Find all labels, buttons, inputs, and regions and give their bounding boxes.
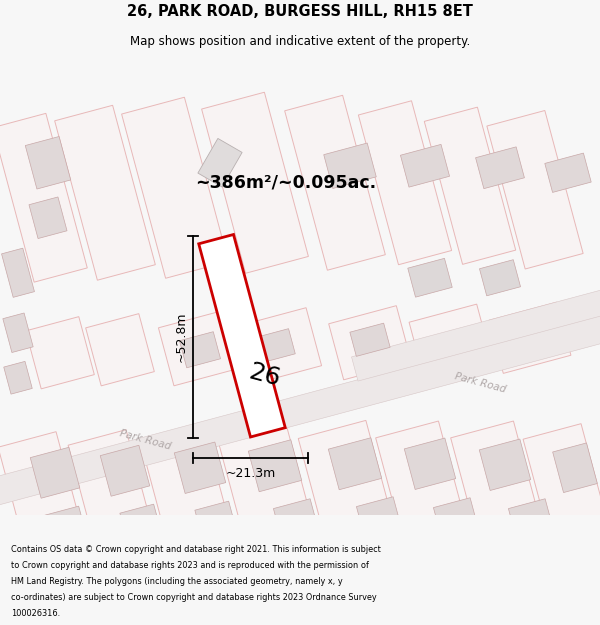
Polygon shape <box>352 284 600 381</box>
Polygon shape <box>25 136 71 189</box>
Polygon shape <box>158 310 242 386</box>
Polygon shape <box>476 147 524 189</box>
Polygon shape <box>45 506 85 539</box>
Polygon shape <box>508 499 551 532</box>
Polygon shape <box>433 498 476 532</box>
Polygon shape <box>199 234 285 437</box>
Polygon shape <box>0 432 82 544</box>
Polygon shape <box>400 144 449 187</box>
Text: Park Road: Park Road <box>453 371 507 394</box>
Polygon shape <box>26 317 94 389</box>
Polygon shape <box>248 440 302 492</box>
Polygon shape <box>479 439 531 491</box>
Text: Park Road: Park Road <box>118 428 172 451</box>
Polygon shape <box>376 421 464 534</box>
Polygon shape <box>3 313 33 352</box>
Polygon shape <box>86 314 154 386</box>
Polygon shape <box>523 424 600 536</box>
Text: 26, PARK ROAD, BURGESS HILL, RH15 8ET: 26, PARK ROAD, BURGESS HILL, RH15 8ET <box>127 4 473 19</box>
Polygon shape <box>198 138 242 187</box>
Text: HM Land Registry. The polygons (including the associated geometry, namely x, y: HM Land Registry. The polygons (includin… <box>11 577 343 586</box>
Text: ~21.3m: ~21.3m <box>226 468 275 480</box>
Polygon shape <box>424 107 516 264</box>
Polygon shape <box>487 111 583 269</box>
Polygon shape <box>238 308 322 384</box>
Polygon shape <box>29 197 67 239</box>
Polygon shape <box>409 304 491 376</box>
Text: Contains OS data © Crown copyright and database right 2021. This information is : Contains OS data © Crown copyright and d… <box>11 545 380 554</box>
Polygon shape <box>358 101 452 265</box>
Polygon shape <box>0 306 600 514</box>
Polygon shape <box>218 423 312 538</box>
Polygon shape <box>255 329 295 363</box>
Polygon shape <box>195 501 235 534</box>
Text: co-ordinates) are subject to Crown copyright and database rights 2023 Ordnance S: co-ordinates) are subject to Crown copyr… <box>11 592 376 602</box>
Polygon shape <box>122 98 229 278</box>
Polygon shape <box>328 438 382 490</box>
Text: Map shows position and indicative extent of the property.: Map shows position and indicative extent… <box>130 36 470 48</box>
Polygon shape <box>68 430 152 542</box>
Polygon shape <box>553 443 598 493</box>
Polygon shape <box>0 113 87 282</box>
Polygon shape <box>479 260 521 296</box>
Polygon shape <box>324 143 376 189</box>
Text: 26: 26 <box>245 360 283 391</box>
Polygon shape <box>2 248 34 298</box>
Polygon shape <box>55 105 155 280</box>
Polygon shape <box>284 95 385 270</box>
Polygon shape <box>350 323 390 356</box>
Text: ~386m²/~0.095ac.: ~386m²/~0.095ac. <box>195 174 376 192</box>
Polygon shape <box>140 426 229 539</box>
Polygon shape <box>4 361 32 394</box>
Polygon shape <box>120 504 160 538</box>
Polygon shape <box>202 92 308 273</box>
Polygon shape <box>545 153 591 192</box>
Polygon shape <box>174 442 226 494</box>
Polygon shape <box>404 438 456 489</box>
Polygon shape <box>298 421 392 535</box>
Polygon shape <box>274 499 317 532</box>
Polygon shape <box>408 258 452 297</box>
Polygon shape <box>179 332 221 367</box>
Polygon shape <box>100 445 150 496</box>
Polygon shape <box>356 497 400 531</box>
Polygon shape <box>329 306 412 380</box>
Text: 100026316.: 100026316. <box>11 609 60 618</box>
Polygon shape <box>489 302 571 373</box>
Polygon shape <box>30 448 80 498</box>
Polygon shape <box>451 421 539 534</box>
Text: ~52.8m: ~52.8m <box>175 311 187 362</box>
Text: to Crown copyright and database rights 2023 and is reproduced with the permissio: to Crown copyright and database rights 2… <box>11 561 368 570</box>
